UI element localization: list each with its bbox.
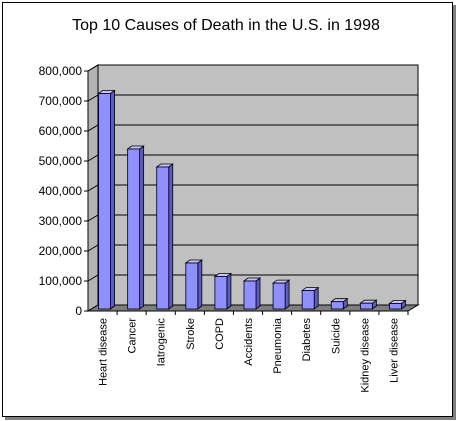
bar bbox=[156, 166, 170, 310]
bar bbox=[127, 148, 141, 310]
y-tick-label: 200,000 bbox=[39, 244, 83, 258]
x-tick-label: Heart disease bbox=[98, 318, 110, 386]
x-tick-label: COPD bbox=[214, 318, 226, 350]
bar bbox=[98, 93, 111, 310]
bar bbox=[389, 303, 402, 310]
x-tick-label: Cancer bbox=[127, 318, 139, 354]
x-tick-label: Diabetes bbox=[301, 318, 313, 362]
bar-side bbox=[226, 272, 232, 310]
y-tick-label: 700,000 bbox=[39, 94, 83, 108]
bar-side bbox=[139, 145, 145, 310]
y-tick-label: 500,000 bbox=[39, 154, 83, 168]
bar bbox=[243, 280, 257, 310]
gridline bbox=[87, 64, 418, 72]
x-tick-label: Accidents bbox=[243, 318, 255, 366]
x-tick-label: Stroke bbox=[185, 318, 197, 350]
bar bbox=[301, 290, 315, 310]
bar bbox=[330, 301, 344, 310]
y-tick-label: 800,000 bbox=[39, 64, 83, 78]
bar bbox=[214, 276, 228, 310]
gridline bbox=[87, 274, 418, 282]
x-tick-label: Suicide bbox=[330, 318, 342, 354]
gridline bbox=[87, 94, 418, 102]
chart-title: Top 10 Causes of Death in the U.S. in 19… bbox=[72, 17, 380, 34]
bar-side bbox=[168, 163, 174, 310]
x-tick-label: Iatrogenic bbox=[156, 318, 168, 367]
bar-side bbox=[110, 89, 115, 310]
gridline bbox=[87, 154, 418, 162]
x-tick-label: Liver disease bbox=[388, 318, 400, 383]
bar bbox=[359, 302, 373, 310]
bar bbox=[272, 282, 286, 310]
gridline bbox=[87, 184, 418, 192]
gridline bbox=[87, 244, 418, 252]
y-tick-label: 400,000 bbox=[39, 184, 83, 198]
x-tick-label: Pneumonia bbox=[272, 317, 284, 374]
gridline bbox=[87, 214, 418, 222]
plot-area: 0 100,000 200,000 300,000 400,000 500,000 600,… bbox=[39, 64, 420, 393]
y-tick-label: 300,000 bbox=[39, 214, 83, 228]
bar bbox=[185, 262, 199, 310]
y-tick-label: 600,000 bbox=[39, 124, 83, 138]
bar-side bbox=[255, 277, 261, 310]
gridline bbox=[87, 124, 418, 132]
bar-side bbox=[284, 279, 290, 310]
y-tick-label: 0 bbox=[75, 304, 82, 318]
y-tick-label: 100,000 bbox=[39, 274, 83, 288]
bar-side bbox=[313, 286, 319, 310]
bar-side bbox=[197, 259, 203, 310]
x-tick-label: Kidney disease bbox=[359, 318, 371, 393]
